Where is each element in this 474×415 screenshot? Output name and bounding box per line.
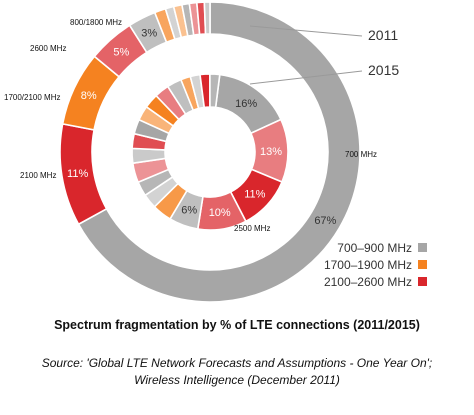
slice-value-label: 6% [181,204,197,216]
slice-value-label: 11% [67,168,88,180]
slice-value-label: 11% [244,188,265,200]
legend-swatch [418,243,427,252]
slice-value-label: 8% [81,90,97,102]
slice-name-label: 800/1800 MHz [70,18,122,27]
slice-2011-11 [203,1,211,35]
chart-title: Spectrum fragmentation by % of LTE conne… [54,318,420,332]
leader-line [249,70,363,85]
chart-source: Source: 'Global LTE Network Forecasts an… [41,356,433,387]
ring-label-2015: 2015 [368,62,399,78]
slice-value-label: 10% [209,207,231,219]
slice-name-label: 700 MHz [345,150,377,159]
legend-label: 1700–1900 MHz [324,258,412,272]
slice-value-label: 13% [260,146,282,158]
slice-name-label: 1700/2100 MHz [4,93,60,102]
leader-line [249,25,363,37]
legend-swatch [418,260,427,269]
slice-name-label: 2600 MHz [30,44,66,53]
ring-label-2011: 2011 [368,27,398,43]
slice-value-label: 5% [113,46,129,58]
slice-value-label: 3% [141,28,157,40]
slice-name-label: 2100 MHz [20,171,56,180]
legend-swatch [418,277,427,286]
slice-value-label: 67% [314,215,336,227]
legend-label: 2100–2600 MHz [324,275,412,289]
spectrum-donut-chart: 67% 11% 8% 5% 3% 16% 13% 11% 10% 6% 2011 2015 700 MH… [4,1,427,303]
slice-value-label: 16% [235,98,257,110]
legend-label: 700–900 MHz [337,241,412,255]
slice-2015-19 [209,73,221,109]
slice-2011-0 [77,1,361,303]
slice-name-label: 2500 MHz [234,224,270,233]
